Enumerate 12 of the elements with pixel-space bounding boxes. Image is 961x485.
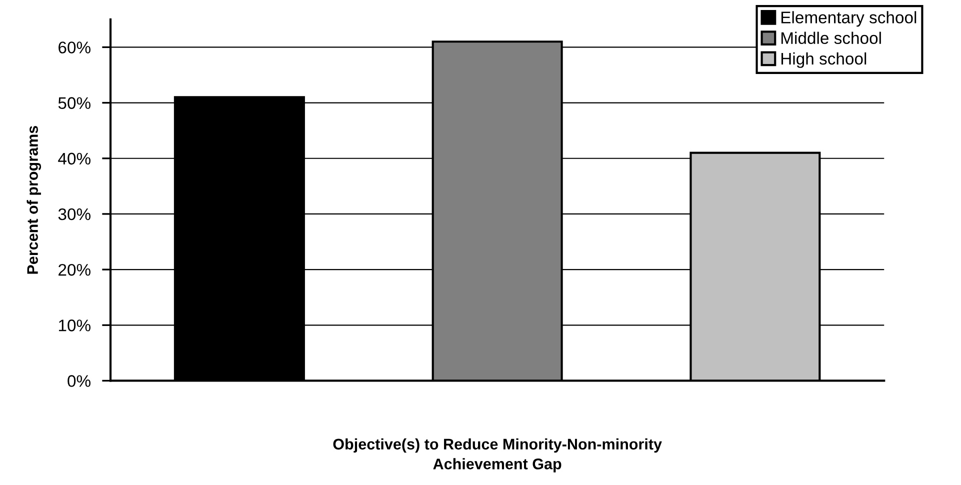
legend-label: Middle school (781, 32, 881, 44)
y-tick-label: 10% (58, 320, 90, 332)
y-tick-label: 0% (68, 375, 90, 387)
y-tick-label: 20% (58, 264, 90, 276)
y-tick-label: 30% (58, 208, 90, 220)
y-axis-title: Percent of programs (26, 126, 42, 274)
y-tick-label: 40% (58, 152, 90, 165)
legend-label: Elementary school (781, 11, 916, 27)
y-tick-label: 60% (58, 42, 90, 54)
x-axis-title: Objective(s) to Reduce Minority-Non-minority Achievement Gap (333, 438, 662, 472)
legend-label: High school (781, 52, 866, 68)
y-tick-label: 50% (58, 97, 90, 109)
